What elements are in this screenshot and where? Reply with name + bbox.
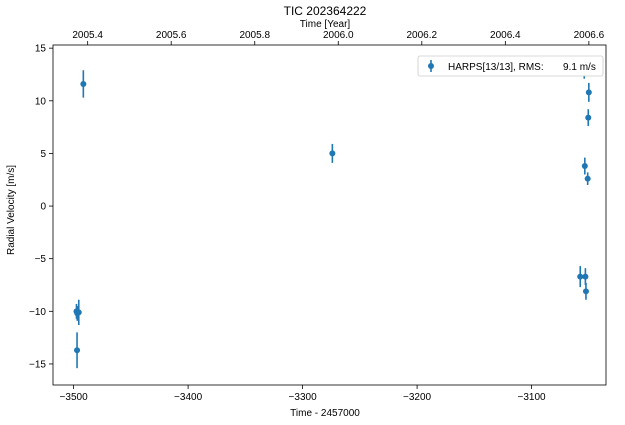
chart-title: TIC 202364222 [284, 4, 367, 18]
x-tick-label: −3300 [289, 392, 318, 403]
data-point [585, 89, 592, 96]
y-tick-label: 5 [40, 149, 46, 160]
x-tick-label: −3400 [174, 392, 203, 403]
top-x-tick-label: 2005.6 [156, 30, 187, 41]
top-x-tick-label: 2005.4 [72, 30, 103, 41]
plot-area: −3500 −3400 −3300 −3200 −3100 2005.4 2005.6 200… [29, 30, 605, 403]
plot-frame [52, 44, 607, 386]
data-point [581, 163, 588, 170]
x-axis-label: Time - 2457000 [290, 408, 360, 419]
data-point [585, 114, 592, 121]
legend: HARPS[13/13], RMS: 9.1 m/s [417, 55, 604, 77]
y-tick-label: 10 [35, 96, 47, 107]
data-point [75, 309, 82, 316]
y-tick-label: −10 [29, 307, 46, 318]
y-tick-label: −5 [35, 254, 47, 265]
x-tick-label: −3200 [403, 392, 432, 403]
data-point [80, 80, 87, 87]
legend-box [417, 55, 604, 77]
top-x-axis-label: Time [Year] [300, 19, 351, 30]
top-x-tick-label: 2005.8 [239, 30, 270, 41]
x-tick-label: −3500 [60, 392, 89, 403]
x-tick-label: −3100 [518, 392, 547, 403]
top-x-tick-label: 2006.4 [490, 30, 521, 41]
legend-point [428, 63, 434, 69]
data-point [74, 347, 81, 354]
top-x-tick-label: 2006.2 [407, 30, 438, 41]
data-point [582, 273, 589, 280]
y-tick-label: 15 [35, 44, 47, 55]
y-tick-label: −15 [29, 359, 46, 370]
data-point [329, 150, 336, 157]
data-point [584, 175, 591, 182]
top-x-tick-label: 2006.0 [323, 30, 354, 41]
legend-marker [428, 60, 434, 72]
data-point [577, 273, 584, 280]
y-axis-label: Radial Velocity [m/s] [6, 165, 17, 255]
y-tick-label: 0 [40, 202, 46, 213]
top-x-tick-label: 2006.6 [574, 30, 605, 41]
legend-label: HARPS[13/13], RMS: 9.1 m/s [448, 62, 596, 73]
data-point [582, 288, 589, 295]
